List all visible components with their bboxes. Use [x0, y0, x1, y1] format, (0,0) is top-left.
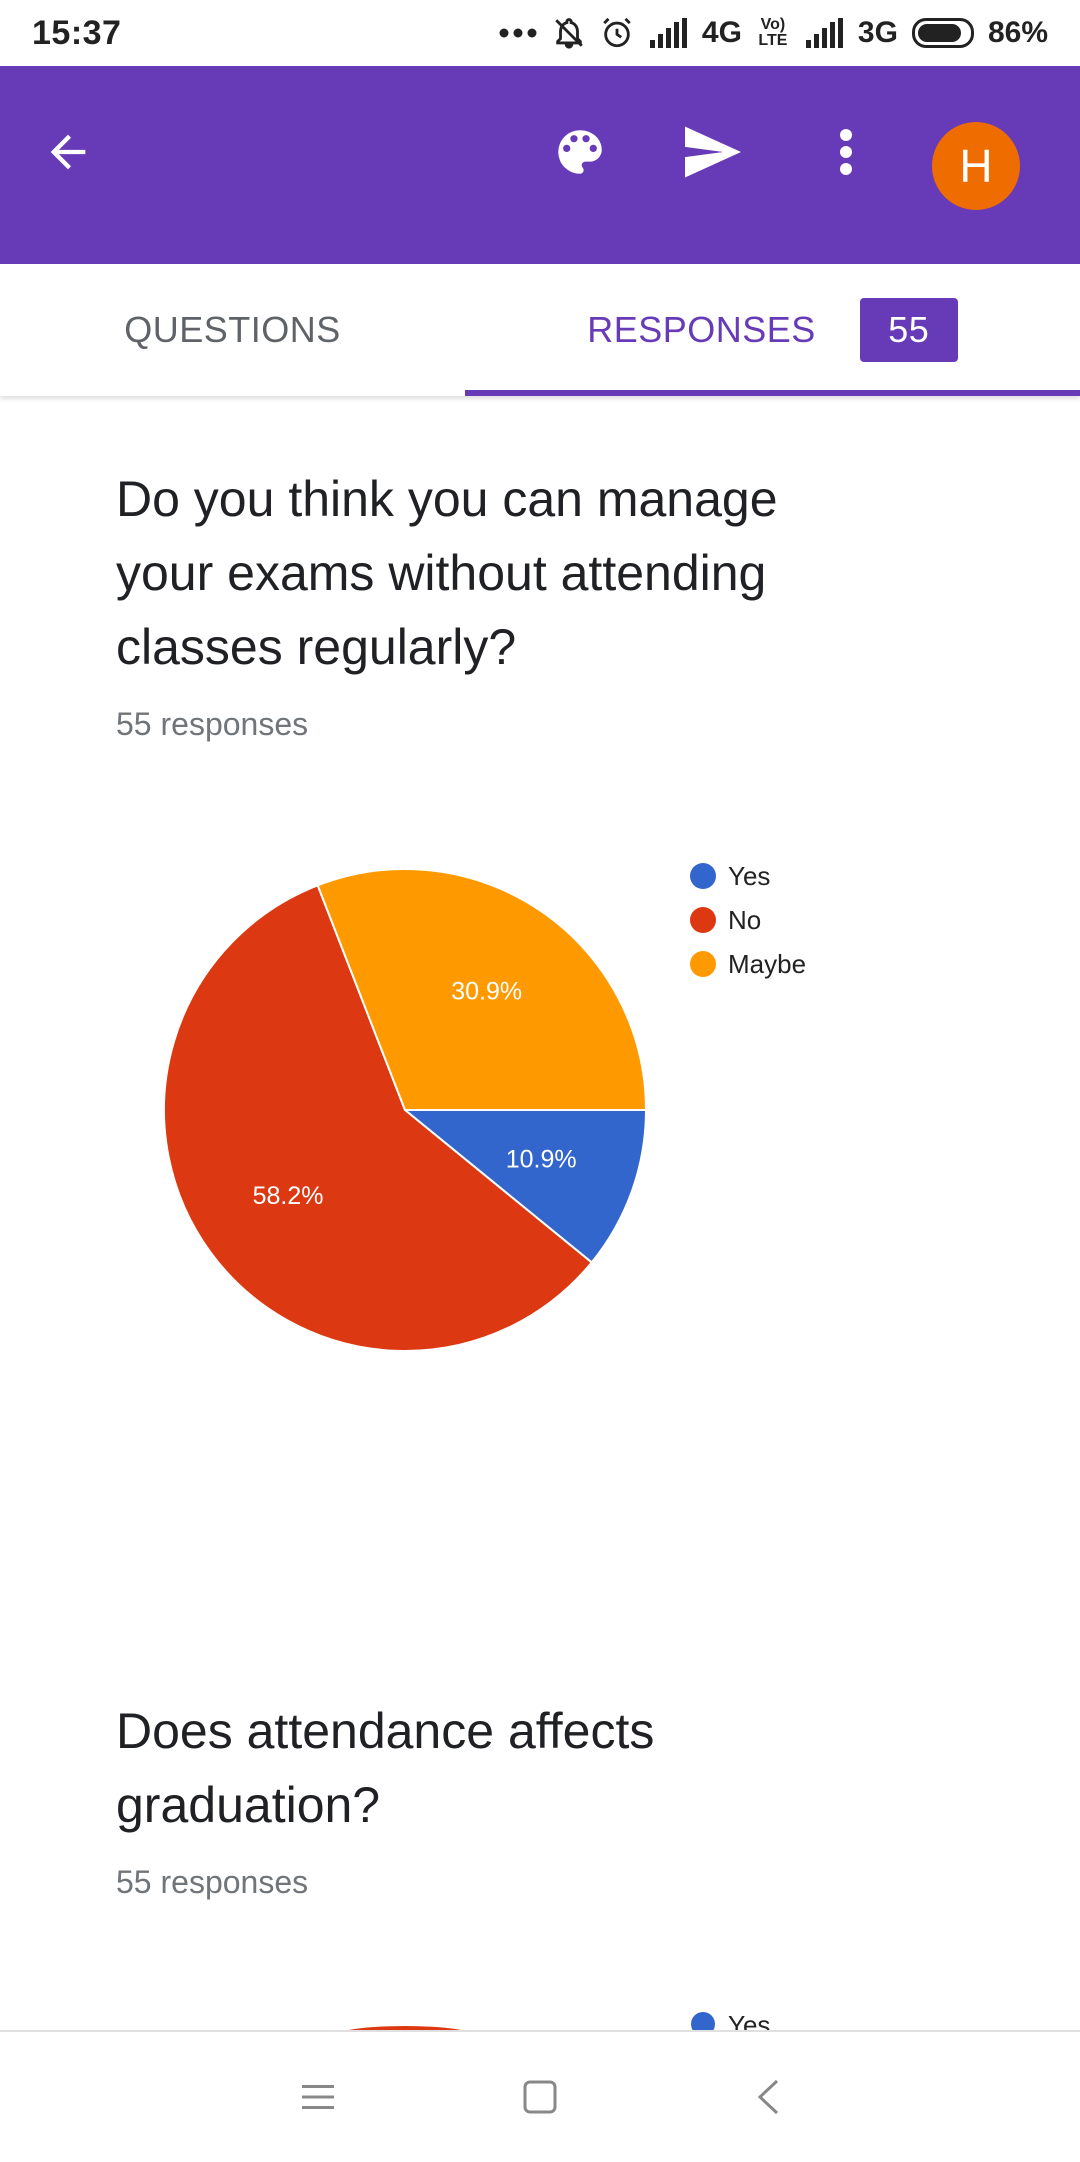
back-button[interactable]	[28, 112, 108, 192]
system-back-button[interactable]	[728, 2057, 808, 2137]
tab-responses[interactable]: RESPONSES 55	[465, 264, 1080, 396]
more-notifications-icon	[498, 27, 538, 39]
avatar-initial: H	[959, 140, 993, 192]
network-type-2: 3G	[857, 16, 898, 49]
pie-slice-maybe	[316, 868, 648, 1111]
legend-marker-maybe	[690, 951, 716, 977]
square-icon	[523, 2080, 557, 2114]
status-bar: 15:37 4G Vo) LTE 3G 86%	[0, 0, 1080, 66]
chevron-left-icon	[757, 2079, 779, 2115]
active-tab-indicator	[465, 390, 1080, 396]
response-count: 55 responses	[116, 706, 309, 742]
send-icon	[685, 126, 741, 178]
tab-bar: QUESTIONS RESPONSES 55	[0, 264, 1080, 396]
more-vert-icon	[840, 129, 852, 175]
network-type-1: 4G	[701, 16, 742, 49]
pie-slice-no	[163, 884, 594, 1352]
question-title: Do you think you can manage your exams w…	[116, 471, 778, 675]
legend-label-no: No	[728, 905, 761, 935]
pie-slice-yes	[402, 1109, 648, 1264]
pie-label-maybe: 30.9%	[451, 978, 522, 1006]
pie-label-no: 58.2%	[253, 1182, 324, 1210]
pie-chart: 10.9% 58.2% 30.9% Yes No Maybe	[163, 861, 806, 1352]
battery-icon	[911, 18, 974, 48]
legend-label-yes: Yes	[728, 861, 770, 891]
legend-marker-no	[690, 907, 716, 933]
more-options-button[interactable]	[806, 112, 886, 192]
app-bar: H	[0, 66, 1080, 264]
arrow-back-icon	[50, 134, 86, 170]
responses-count-badge: 55	[859, 298, 958, 362]
pie-label-yes: 10.9%	[506, 1146, 577, 1174]
signal-1-icon	[648, 18, 688, 48]
system-navigation-bar	[0, 2030, 1080, 2162]
response-count: 55 responses	[116, 1864, 309, 1900]
tab-questions[interactable]: QUESTIONS	[0, 264, 465, 396]
signal-2-icon	[804, 18, 844, 48]
recents-button[interactable]	[278, 2057, 358, 2137]
battery-percent: 86%	[987, 16, 1048, 49]
question-title: Does attendance affects graduation?	[116, 1703, 655, 1833]
status-time: 15:37	[32, 13, 122, 52]
notifications-off-icon	[552, 15, 586, 51]
palette-icon	[558, 130, 602, 174]
account-avatar[interactable]: H	[932, 122, 1020, 210]
menu-icon	[302, 2085, 334, 2109]
home-button[interactable]	[500, 2057, 580, 2137]
send-button[interactable]	[670, 112, 756, 192]
legend-label-maybe: Maybe	[728, 949, 806, 979]
legend-marker-yes	[690, 863, 716, 889]
tab-responses-label: RESPONSES	[587, 309, 816, 350]
status-icons: 4G Vo) LTE 3G 86%	[498, 15, 1048, 51]
theme-button[interactable]	[540, 112, 620, 192]
tab-questions-label: QUESTIONS	[124, 309, 341, 350]
alarm-icon	[600, 16, 634, 50]
volte-label: Vo) LTE	[758, 16, 788, 49]
